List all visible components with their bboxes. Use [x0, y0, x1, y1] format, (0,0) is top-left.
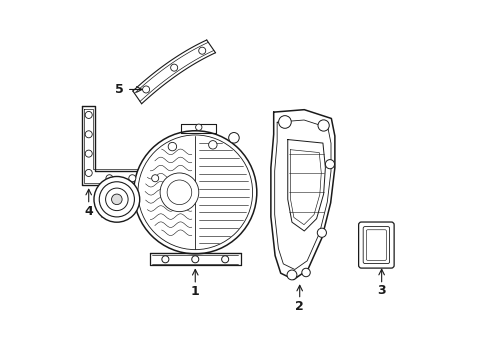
Circle shape — [317, 228, 326, 237]
Circle shape — [286, 270, 296, 280]
Circle shape — [85, 112, 92, 118]
Circle shape — [160, 173, 199, 212]
Circle shape — [167, 180, 191, 204]
Circle shape — [85, 150, 92, 157]
Text: 4: 4 — [84, 205, 93, 218]
Text: 1: 1 — [190, 285, 199, 298]
FancyBboxPatch shape — [366, 230, 386, 260]
Circle shape — [111, 194, 122, 204]
FancyBboxPatch shape — [358, 222, 393, 268]
Circle shape — [301, 268, 309, 277]
Circle shape — [198, 47, 205, 54]
Circle shape — [151, 175, 159, 182]
Circle shape — [170, 64, 177, 71]
Circle shape — [94, 176, 140, 222]
Circle shape — [208, 141, 217, 149]
Circle shape — [162, 256, 168, 263]
Text: 5: 5 — [115, 83, 124, 96]
Circle shape — [85, 170, 92, 176]
Circle shape — [317, 120, 328, 131]
Circle shape — [85, 131, 92, 138]
Circle shape — [133, 131, 256, 254]
Text: 2: 2 — [295, 300, 304, 313]
Circle shape — [105, 188, 128, 211]
Circle shape — [138, 135, 252, 249]
Circle shape — [128, 175, 136, 182]
Circle shape — [325, 159, 334, 169]
Circle shape — [228, 132, 239, 143]
FancyBboxPatch shape — [363, 226, 389, 264]
Circle shape — [221, 256, 228, 263]
Circle shape — [195, 124, 202, 130]
Circle shape — [168, 142, 176, 151]
Circle shape — [278, 116, 291, 128]
Text: 3: 3 — [377, 284, 385, 297]
Circle shape — [191, 256, 199, 263]
Circle shape — [99, 182, 134, 217]
Circle shape — [106, 175, 113, 182]
Circle shape — [142, 86, 149, 93]
